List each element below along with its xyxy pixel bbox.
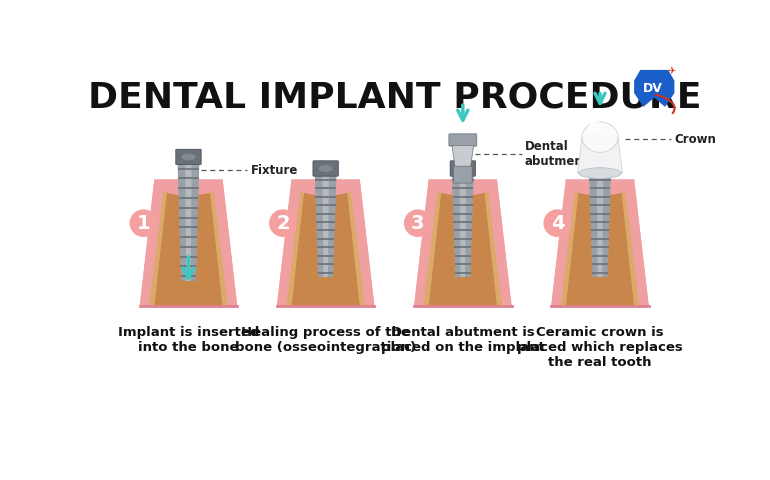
Polygon shape [551, 179, 575, 306]
Polygon shape [414, 179, 511, 306]
Text: Ceramic crown is
placed which replaces
the real tooth: Ceramic crown is placed which replaces t… [517, 325, 683, 369]
FancyBboxPatch shape [450, 161, 476, 176]
Circle shape [404, 209, 432, 237]
Polygon shape [424, 187, 502, 306]
Text: ✈: ✈ [668, 66, 675, 76]
Text: Crown: Crown [675, 133, 716, 146]
Polygon shape [429, 187, 497, 306]
Ellipse shape [593, 165, 608, 172]
FancyBboxPatch shape [176, 149, 201, 165]
Text: 1: 1 [137, 214, 150, 233]
Ellipse shape [296, 179, 355, 195]
Polygon shape [460, 175, 466, 277]
Polygon shape [452, 175, 474, 277]
Polygon shape [186, 164, 192, 281]
Polygon shape [139, 179, 237, 306]
Polygon shape [154, 187, 223, 306]
Ellipse shape [434, 179, 492, 195]
Polygon shape [578, 137, 622, 173]
Text: 3: 3 [411, 214, 424, 233]
Polygon shape [292, 187, 360, 306]
Text: Healing process of the
bone (osseointegration): Healing process of the bone (osseointegr… [235, 325, 417, 354]
Polygon shape [323, 175, 329, 277]
Text: Dental
abutment: Dental abutment [525, 140, 589, 168]
FancyBboxPatch shape [449, 134, 477, 146]
Polygon shape [452, 145, 474, 167]
Text: 2: 2 [276, 214, 290, 233]
Polygon shape [414, 179, 438, 306]
Polygon shape [149, 187, 228, 306]
Ellipse shape [578, 168, 621, 179]
Polygon shape [213, 179, 237, 306]
Circle shape [544, 209, 571, 237]
Text: 4: 4 [551, 214, 564, 233]
Polygon shape [178, 164, 199, 281]
Polygon shape [315, 175, 336, 277]
Text: DENTAL IMPLANT PROCEDURE: DENTAL IMPLANT PROCEDURE [88, 81, 701, 115]
Ellipse shape [456, 165, 470, 172]
Text: DV: DV [643, 82, 663, 95]
Ellipse shape [181, 154, 196, 160]
Ellipse shape [589, 120, 602, 134]
Polygon shape [566, 187, 634, 306]
Text: Fixture: Fixture [250, 164, 298, 177]
Polygon shape [589, 175, 611, 277]
FancyBboxPatch shape [588, 161, 613, 176]
Polygon shape [561, 187, 640, 306]
Ellipse shape [571, 179, 629, 195]
Polygon shape [551, 179, 649, 306]
Polygon shape [624, 179, 649, 306]
Polygon shape [277, 179, 374, 306]
Polygon shape [634, 70, 675, 107]
FancyBboxPatch shape [313, 161, 338, 176]
Text: Implant is inserted
into the bone: Implant is inserted into the bone [118, 325, 259, 354]
Ellipse shape [582, 122, 618, 152]
Polygon shape [286, 187, 365, 306]
Polygon shape [597, 175, 603, 277]
Polygon shape [139, 179, 164, 306]
Polygon shape [487, 179, 511, 306]
Ellipse shape [319, 165, 333, 172]
Ellipse shape [159, 179, 218, 195]
Polygon shape [350, 179, 374, 306]
FancyBboxPatch shape [454, 166, 472, 183]
Text: Dental abutment is
placed on the implant: Dental abutment is placed on the implant [381, 325, 544, 354]
Circle shape [129, 209, 158, 237]
Circle shape [269, 209, 297, 237]
Polygon shape [277, 179, 301, 306]
